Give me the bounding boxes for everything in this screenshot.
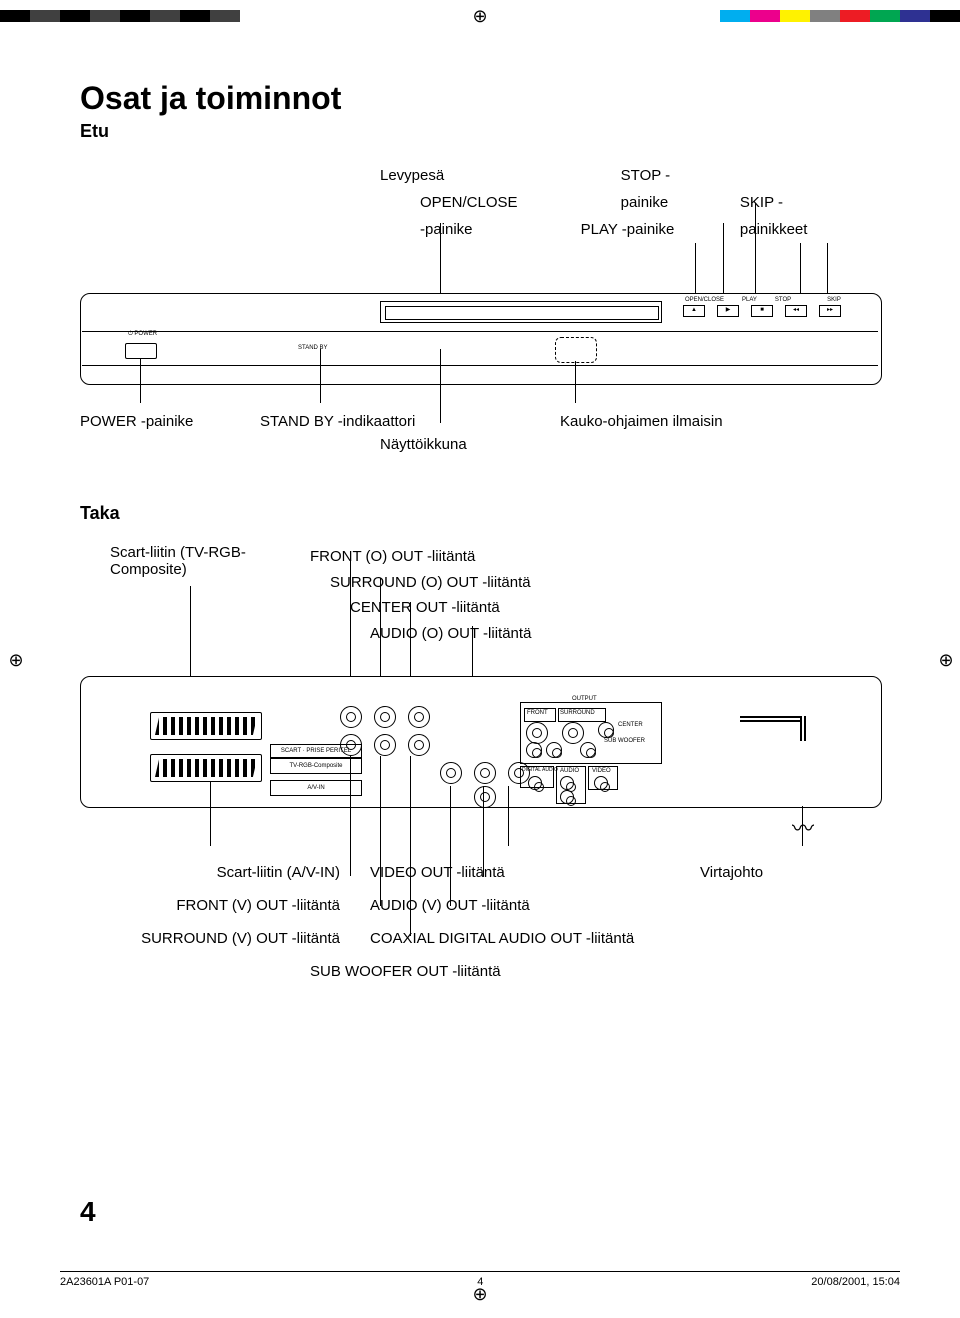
open-close-button[interactable]: ▲: [683, 305, 705, 317]
output-jack-sub[interactable]: [580, 742, 596, 758]
label-power: ⏻ POWER: [128, 331, 157, 338]
speaker-out-jacks: [340, 706, 432, 758]
label-standby: STAND BY: [298, 345, 328, 351]
power-button[interactable]: [125, 343, 157, 359]
output-jack-1[interactable]: [526, 722, 548, 744]
digital-audio-jack[interactable]: [440, 762, 462, 784]
stop-button[interactable]: ■: [751, 305, 773, 317]
callout-audio-v-out: AUDIO (V) OUT -liitäntä: [370, 889, 690, 922]
callout-scart-tvrgb: Scart-liitin (TV-RGB-Composite): [110, 544, 310, 646]
audio-out-jack-r[interactable]: [560, 776, 574, 790]
callout-subwoofer-out: SUB WOOFER OUT -liitäntä: [310, 955, 690, 988]
callout-front-o-out: FRONT (O) OUT -liitäntä: [310, 544, 531, 570]
callout-coaxial-out: COAXIAL DIGITAL AUDIO OUT -liitäntä: [370, 922, 690, 955]
label-output: OUTPUT: [570, 696, 599, 702]
label-open-close: OPEN/CLOSE: [685, 297, 724, 303]
footer-timestamp: 20/08/2001, 15:04: [811, 1276, 900, 1288]
surround-v-jack[interactable]: [374, 734, 396, 756]
front-v-jack[interactable]: [340, 734, 362, 756]
label-digital-audio: DIGITAL AUDIO: [522, 768, 558, 773]
callout-play: PLAY -painike: [581, 216, 680, 243]
label-front: FRONT: [527, 710, 548, 716]
callout-audio-o-out: AUDIO (O) OUT -liitäntä: [370, 621, 531, 647]
video-out-jack[interactable]: [594, 776, 608, 790]
callout-scart-avin: Scart-liitin (A/V-IN): [80, 856, 360, 889]
colorbar-right: [720, 10, 960, 22]
front-button-labels: OPEN/CLOSE PLAY STOP SKIP: [685, 297, 841, 303]
front-o-jack[interactable]: [340, 706, 362, 728]
output-jack-center[interactable]: [598, 722, 614, 738]
section-rear-heading: Taka: [80, 503, 880, 524]
callout-ir-sensor: Kauko-ohjaimen ilmaisin: [560, 413, 723, 453]
subwoofer-jack[interactable]: [408, 734, 430, 756]
colorbar-left: [0, 10, 240, 22]
label-audio: AUDIO: [560, 768, 579, 774]
callout-open-close: OPEN/CLOSE -painike: [420, 189, 521, 243]
footer: 2A23601A P01-07 4 20/08/2001, 15:04: [60, 1271, 900, 1288]
section-front-heading: Etu: [80, 121, 880, 142]
callout-standby-indicator: STAND BY -indikaattori: [260, 413, 560, 430]
callout-stop: STOP -painike: [621, 162, 680, 216]
front-panel-diagram: OPEN/CLOSE PLAY STOP SKIP ▲ ▶ ■ ◂◂ ▸▸ ⏻ …: [80, 253, 880, 393]
av-out-jacks: [440, 762, 532, 786]
front-bottom-callouts: POWER -painike STAND BY -indikaattori Nä…: [80, 413, 880, 453]
ir-sensor: [555, 337, 597, 363]
disc-tray: [380, 301, 662, 323]
output-jack-2[interactable]: [562, 722, 584, 744]
digital-audio-out-jack[interactable]: [528, 776, 542, 790]
tvrgb-label-box: TV-RGB-Composite: [270, 758, 362, 774]
front-buttons-row: ▲ ▶ ■ ◂◂ ▸▸: [683, 305, 841, 317]
avin-label-box: A/V-IN: [270, 780, 362, 796]
label-video: VIDEO: [592, 768, 611, 774]
page-title: Osat ja toiminnot: [80, 80, 880, 117]
scart-tvrgb-connector[interactable]: [150, 712, 262, 740]
label-skip: SKIP: [827, 297, 841, 303]
audio-v-jack[interactable]: [474, 786, 496, 808]
registration-mark-icon: ⊕: [470, 6, 490, 26]
output-jack-4[interactable]: [546, 742, 562, 758]
power-cord-wave-icon: 〰: [792, 811, 814, 843]
footer-doc-id: 2A23601A P01-07: [60, 1276, 149, 1288]
callout-power-cord: Virtajohto: [700, 856, 850, 889]
surround-o-jack[interactable]: [374, 706, 396, 728]
callout-surround-v-out: SURROUND (V) OUT -liitäntä: [80, 922, 360, 955]
callout-skip: SKIP -painikkeet: [740, 189, 820, 243]
skip-fwd-button[interactable]: ▸▸: [819, 305, 841, 317]
callout-display-window: Näyttöikkuna: [380, 436, 560, 453]
center-jack[interactable]: [408, 706, 430, 728]
callout-disc-tray: Levypesä: [380, 162, 521, 189]
skip-back-button[interactable]: ◂◂: [785, 305, 807, 317]
rear-top-callouts: Scart-liitin (TV-RGB-Composite) FRONT (O…: [80, 544, 880, 646]
label-stop: STOP: [775, 297, 791, 303]
page: ⊕ ⊕ ⊕ ⊕ Osat ja toiminnot Etu Levypesä O…: [0, 0, 960, 1318]
play-button[interactable]: ▶: [717, 305, 739, 317]
label-center: CENTER: [618, 722, 643, 728]
front-top-callouts: Levypesä OPEN/CLOSE -painike STOP -paini…: [380, 162, 880, 243]
callout-front-v-out: FRONT (V) OUT -liitäntä: [80, 889, 360, 922]
callout-power-button: POWER -painike: [80, 413, 260, 453]
output-jack-3[interactable]: [526, 742, 542, 758]
registration-mark-icon: ⊕: [936, 650, 956, 670]
label-play: PLAY: [742, 297, 757, 303]
rear-bottom-callouts: Scart-liitin (A/V-IN) VIDEO OUT -liitänt…: [80, 856, 880, 988]
callout-surround-o-out: SURROUND (O) OUT -liitäntä: [330, 570, 531, 596]
audio-v-jack-wrap: [474, 786, 496, 808]
rear-panel-diagram: SCART · PRISE PERITEL TV-RGB-Composite A…: [80, 656, 880, 836]
registration-mark-icon: ⊕: [6, 650, 26, 670]
callout-center-out: CENTER OUT -liitäntä: [350, 595, 531, 621]
page-number: 4: [80, 1196, 96, 1228]
footer-page: 4: [477, 1276, 483, 1288]
audio-o-jack[interactable]: [474, 762, 496, 784]
label-subwoofer: SUB WOOFER: [604, 738, 645, 744]
audio-out-jack-l[interactable]: [560, 790, 574, 804]
callout-video-out: VIDEO OUT -liitäntä: [370, 856, 690, 889]
scart-avin-connector[interactable]: [150, 754, 262, 782]
label-surround: SURROUND: [560, 710, 595, 716]
